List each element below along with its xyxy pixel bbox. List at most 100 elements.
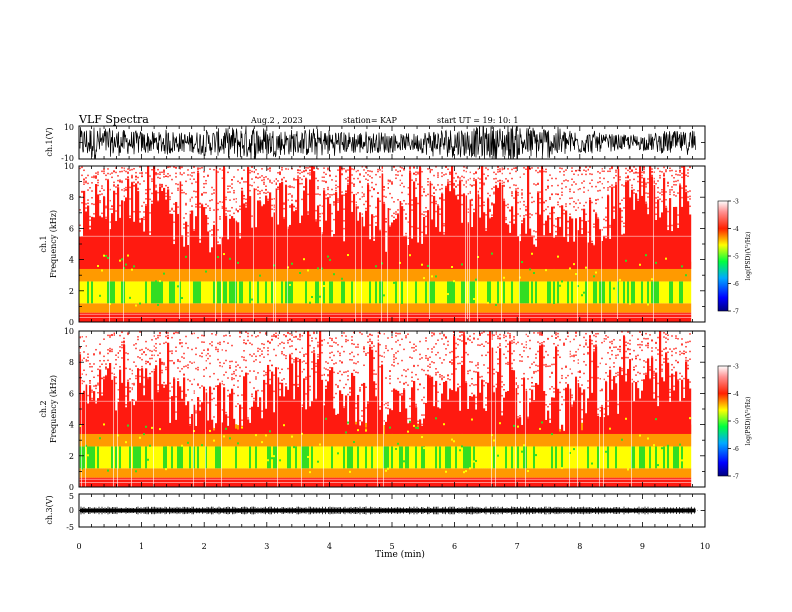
spectrogram-speckle xyxy=(185,202,187,205)
spectrogram-speckle xyxy=(283,202,285,204)
spectrogram-cell xyxy=(183,468,186,478)
spectrogram-cell xyxy=(331,303,334,313)
spectrogram-speckle xyxy=(133,210,135,213)
spectrogram-speckle xyxy=(161,369,163,372)
spectrogram-speckle xyxy=(637,190,639,192)
spectrogram-cell xyxy=(541,261,544,282)
spectrogram-cell xyxy=(403,268,406,282)
spectrogram-cell xyxy=(343,446,346,469)
spectrogram-speckle xyxy=(159,334,161,337)
spectrogram-speckle xyxy=(257,389,259,392)
spectrogram-fleck xyxy=(447,293,449,296)
spectrogram-cell xyxy=(415,259,418,282)
spectrogram-cell xyxy=(333,446,336,469)
spectrogram-speckle xyxy=(671,169,673,172)
spectrogram-speckle xyxy=(515,167,517,169)
spectrogram-speckle xyxy=(463,193,465,195)
spectrogram-speckle xyxy=(349,166,351,168)
spectrogram-speckle xyxy=(235,374,237,377)
spectrogram-cell xyxy=(531,303,534,313)
spectrogram-speckle xyxy=(553,224,555,227)
spectrogram-speckle xyxy=(269,179,271,182)
spectrogram-speckle xyxy=(203,341,205,343)
spectrogram-cell xyxy=(229,468,232,478)
spectrogram-cell xyxy=(581,281,584,304)
spectrogram-speckle xyxy=(455,180,457,182)
spectrogram-cell xyxy=(535,246,538,269)
spectrogram-cell xyxy=(177,214,180,269)
spectrogram-cell xyxy=(183,431,186,447)
spectrogram-speckle xyxy=(315,219,317,221)
spectrogram-cell xyxy=(483,212,486,269)
spectrogram-speckle xyxy=(213,209,215,211)
spectrogram-cell xyxy=(377,261,380,282)
spectrogram-cell xyxy=(577,230,580,269)
spectrogram-cell xyxy=(113,428,116,447)
spectrogram-cell xyxy=(525,281,528,304)
spectrogram-cell xyxy=(361,446,364,469)
ch1-ytick-bottom: -10 xyxy=(61,154,74,163)
spectrogram-speckle xyxy=(517,194,519,196)
spectrogram-speckle xyxy=(295,331,297,333)
spectrogram-cell xyxy=(475,281,478,304)
spectrogram-streak xyxy=(205,331,206,487)
spectrogram-speckle xyxy=(241,356,243,358)
spectrogram-speckle xyxy=(477,191,479,193)
spectrogram-fleck xyxy=(139,436,141,439)
spectrogram-cell xyxy=(349,166,352,269)
spectrogram-speckle xyxy=(155,172,157,175)
spectrogram-speckle xyxy=(131,383,133,385)
spectrogram-speckle xyxy=(685,191,687,194)
spectrogram-speckle xyxy=(449,180,451,183)
spectrogram-speckle xyxy=(263,192,265,194)
spectrogram-speckle xyxy=(425,194,427,197)
spectrogram-speckle xyxy=(101,170,103,173)
spectrogram-speckle xyxy=(365,178,367,180)
spectrogram-cell xyxy=(139,281,142,304)
spectrogram-speckle xyxy=(125,170,127,173)
spectrogram-speckle xyxy=(425,215,427,218)
spectrogram-cell xyxy=(517,236,520,269)
spectrogram-cell xyxy=(211,468,214,478)
spectrogram-cell xyxy=(293,258,296,282)
spectrogram-cell xyxy=(357,220,360,269)
spectrogram-fleck xyxy=(347,254,349,257)
spectrogram-speckle xyxy=(117,179,119,182)
spectrogram-speckle xyxy=(303,360,305,362)
spectrogram-cell xyxy=(133,221,136,269)
spectrogram-cell xyxy=(257,200,260,269)
spectrogram-speckle xyxy=(443,174,445,176)
spectrogram-cell xyxy=(317,281,320,304)
spectrogram-cell xyxy=(579,217,582,269)
spectrogram-cell xyxy=(451,303,454,313)
spectrogram-fleck xyxy=(273,455,275,458)
spectrogram-cell xyxy=(519,257,522,282)
spectrogram-cell xyxy=(449,191,452,269)
spectrogram-cell xyxy=(291,281,294,304)
spectrogram-cell xyxy=(249,446,252,469)
spectrogram-cell xyxy=(253,400,256,434)
spectrogram-speckle xyxy=(315,193,317,195)
spectrogram-cell xyxy=(251,281,254,304)
spectrogram-cell xyxy=(113,376,116,434)
spectrogram-speckle xyxy=(363,169,365,171)
spectrogram-cell xyxy=(491,303,494,313)
spectrogram-speckle xyxy=(647,178,649,180)
spectrogram-cell xyxy=(641,281,644,304)
spectrogram-speckle xyxy=(171,350,173,352)
spectrogram-cell xyxy=(103,196,106,269)
spectrogram-cell xyxy=(115,468,118,478)
spectrogram-fleck xyxy=(135,304,137,307)
spectrogram-cell xyxy=(255,390,258,434)
spectrogram-speckle xyxy=(103,355,105,358)
spectrogram-speckle xyxy=(559,205,561,208)
spectrogram-cell xyxy=(413,281,416,304)
spectrogram-cell xyxy=(137,429,140,447)
spectrogram-cell xyxy=(281,446,284,469)
spectrogram-cell xyxy=(631,256,634,282)
spectrogram-speckle xyxy=(205,182,207,185)
spectrogram-speckle xyxy=(677,214,679,216)
spectrogram-speckle xyxy=(277,334,279,336)
spectrogram-cell xyxy=(113,190,116,269)
spectrogram-cell xyxy=(593,281,596,304)
